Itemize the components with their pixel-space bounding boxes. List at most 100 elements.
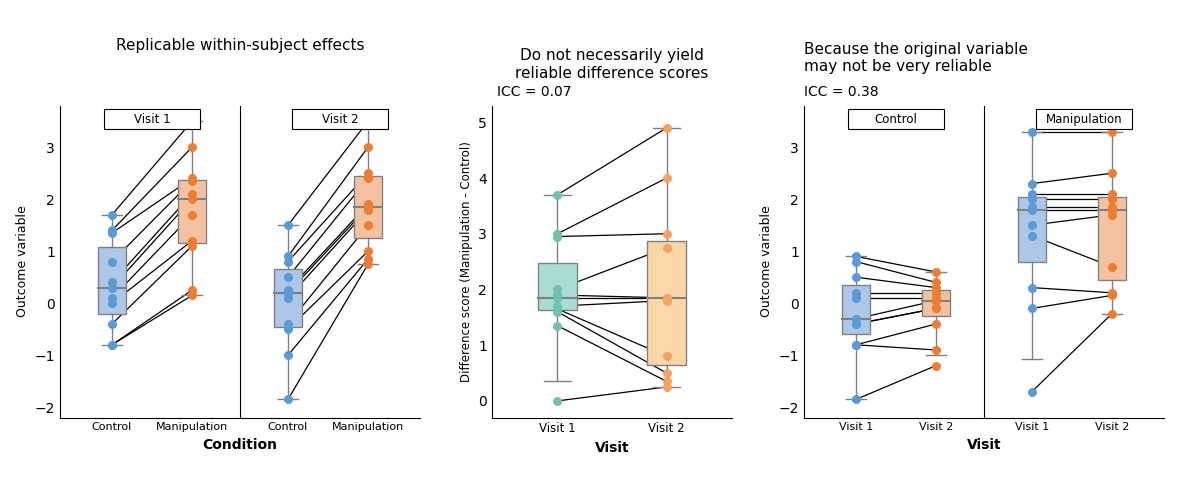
- Point: [926, 362, 946, 370]
- FancyBboxPatch shape: [274, 269, 302, 326]
- Point: [548, 397, 568, 405]
- X-axis label: Condition: Condition: [203, 438, 277, 452]
- Point: [926, 304, 946, 312]
- Point: [846, 315, 865, 323]
- Text: Control: Control: [875, 113, 918, 126]
- Point: [359, 203, 378, 211]
- Point: [846, 289, 865, 297]
- Point: [102, 211, 121, 219]
- Point: [102, 284, 121, 291]
- FancyBboxPatch shape: [354, 176, 382, 238]
- Point: [656, 383, 676, 391]
- Text: ICC = 0.07: ICC = 0.07: [497, 85, 571, 99]
- Point: [182, 177, 202, 185]
- FancyBboxPatch shape: [848, 109, 944, 129]
- Point: [359, 260, 378, 268]
- FancyBboxPatch shape: [648, 240, 685, 365]
- Point: [1103, 128, 1122, 135]
- FancyBboxPatch shape: [1036, 109, 1132, 129]
- Point: [1103, 310, 1122, 317]
- FancyBboxPatch shape: [98, 247, 126, 313]
- Y-axis label: Difference score (Manipulation - Control): Difference score (Manipulation - Control…: [460, 141, 473, 382]
- Point: [278, 294, 298, 302]
- Point: [926, 320, 946, 328]
- Point: [548, 302, 568, 310]
- Point: [102, 341, 121, 348]
- Point: [1103, 289, 1122, 297]
- Point: [1022, 195, 1042, 203]
- Point: [656, 294, 676, 301]
- Text: Visit 1: Visit 1: [133, 113, 170, 126]
- Point: [1103, 291, 1122, 299]
- Point: [182, 237, 202, 245]
- Point: [926, 278, 946, 286]
- Y-axis label: Outcome variable: Outcome variable: [16, 206, 29, 317]
- Text: Visit 2: Visit 2: [322, 113, 359, 126]
- Point: [182, 175, 202, 182]
- Point: [846, 341, 865, 348]
- Point: [926, 304, 946, 312]
- Point: [656, 230, 676, 238]
- Point: [102, 229, 121, 237]
- Point: [1103, 211, 1122, 219]
- Point: [656, 297, 676, 304]
- FancyBboxPatch shape: [842, 285, 870, 335]
- Point: [926, 289, 946, 297]
- Point: [1103, 263, 1122, 271]
- Point: [656, 369, 676, 377]
- Point: [182, 195, 202, 203]
- Title: Replicable within-subject effects: Replicable within-subject effects: [115, 38, 365, 53]
- Point: [1022, 203, 1042, 211]
- X-axis label: Visit: Visit: [967, 438, 1001, 452]
- Point: [1022, 128, 1042, 135]
- Point: [359, 201, 378, 208]
- Point: [359, 247, 378, 255]
- Point: [926, 284, 946, 291]
- Point: [102, 278, 121, 286]
- Point: [102, 300, 121, 307]
- FancyBboxPatch shape: [1018, 197, 1046, 262]
- Point: [102, 294, 121, 302]
- Point: [656, 378, 676, 385]
- Point: [548, 305, 568, 313]
- Point: [359, 206, 378, 214]
- Point: [1022, 221, 1042, 229]
- Point: [1103, 195, 1122, 203]
- Point: [359, 144, 378, 151]
- FancyBboxPatch shape: [539, 263, 576, 311]
- Point: [926, 294, 946, 302]
- Point: [182, 242, 202, 250]
- Point: [846, 258, 865, 265]
- Point: [102, 258, 121, 265]
- X-axis label: Visit: Visit: [595, 441, 629, 455]
- Point: [656, 174, 676, 182]
- Point: [359, 117, 378, 125]
- Point: [102, 341, 121, 348]
- Point: [1103, 206, 1122, 214]
- Point: [359, 169, 378, 177]
- Point: [548, 322, 568, 329]
- Point: [278, 320, 298, 328]
- Point: [926, 346, 946, 354]
- Point: [1022, 304, 1042, 312]
- Point: [548, 308, 568, 315]
- Point: [846, 320, 865, 328]
- Point: [359, 175, 378, 182]
- Point: [548, 233, 568, 240]
- Text: Manipulation: Manipulation: [1045, 113, 1122, 126]
- Point: [102, 320, 121, 328]
- FancyBboxPatch shape: [292, 109, 388, 129]
- Point: [1022, 388, 1042, 396]
- Point: [846, 294, 865, 302]
- Point: [182, 291, 202, 299]
- Text: ICC = 0.38: ICC = 0.38: [804, 85, 878, 99]
- Point: [846, 396, 865, 403]
- Point: [278, 325, 298, 333]
- Point: [846, 273, 865, 281]
- Point: [278, 396, 298, 403]
- Point: [359, 221, 378, 229]
- FancyBboxPatch shape: [104, 109, 200, 129]
- Point: [278, 221, 298, 229]
- Point: [846, 252, 865, 260]
- Point: [278, 287, 298, 294]
